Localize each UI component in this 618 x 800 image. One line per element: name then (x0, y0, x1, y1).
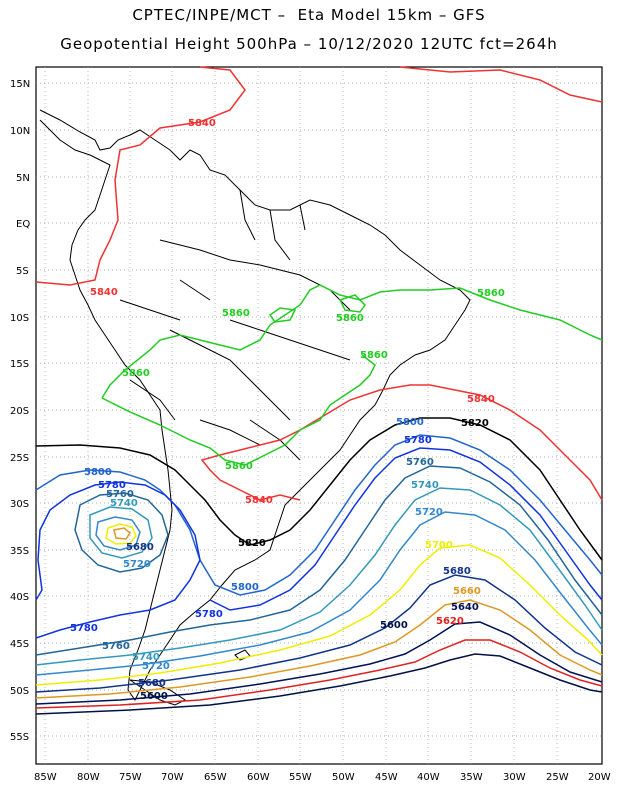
lat-label: 25S (10, 453, 29, 464)
contour-label: 5820 (238, 538, 266, 549)
contour-label: 5660 (453, 586, 481, 597)
contour-label: 5680 (443, 566, 471, 577)
contour-label: 5860 (360, 350, 388, 361)
lat-label: EQ (16, 219, 30, 230)
contour-label: 5720 (415, 507, 443, 518)
lat-label: 50S (10, 686, 29, 697)
contour-label: 5780 (70, 623, 98, 634)
lon-label: 55W (289, 772, 312, 783)
contour-label: 5840 (90, 287, 118, 298)
contour-label: 5760 (102, 641, 130, 652)
longitude-labels: 85W 80W 75W 70W 65W 60W 55W 50W 45W 40W … (34, 772, 611, 783)
contour-label: 5840 (245, 495, 273, 506)
lon-label: 20W (588, 772, 611, 783)
contour-label: 5780 (404, 435, 432, 446)
contours (35, 66, 603, 715)
contour-label: 5860 (122, 368, 150, 379)
contour-label: 5800 (396, 417, 424, 428)
lat-label: 40S (10, 592, 29, 603)
lon-label: 80W (77, 772, 100, 783)
contour-label: 5860 (336, 313, 364, 324)
contour-label: 5720 (142, 661, 170, 672)
lon-label: 65W (204, 772, 227, 783)
lon-label: 75W (119, 772, 142, 783)
lat-label: 55S (10, 732, 29, 743)
contour-label: 5760 (106, 489, 134, 500)
lat-label: 15N (10, 79, 30, 90)
contour-label: 5860 (222, 308, 250, 319)
contour-label: 5720 (123, 559, 151, 570)
contour-label: 5840 (467, 394, 495, 405)
lon-label: 40W (417, 772, 440, 783)
latitude-labels: 15N 10N 5N EQ 5S 10S 15S 20S 25S 30S 35S… (10, 79, 30, 743)
lat-label: 45S (10, 639, 29, 650)
contour-label: 5620 (436, 616, 464, 627)
contour-label: 5680 (126, 542, 154, 553)
lon-label: 85W (34, 772, 57, 783)
contour-label: 5600 (380, 620, 408, 631)
lon-label: 35W (460, 772, 483, 783)
map-title-line-2: Geopotential Height 500hPa – 10/12/2020 … (60, 35, 558, 53)
map-title-line-1: CPTEC/INPE/MCT – Eta Model 15km – GFS (132, 6, 486, 24)
contour-label: 5680 (138, 678, 166, 689)
contour-label: 5700 (425, 540, 453, 551)
lon-label: 25W (546, 772, 569, 783)
contour-label: 5600 (140, 691, 168, 702)
contour-label: 5840 (188, 118, 216, 129)
contour-label: 5860 (225, 461, 253, 472)
lat-label: 5S (16, 266, 29, 277)
graticule (36, 67, 602, 764)
contour-label: 5780 (98, 480, 126, 491)
lon-label: 70W (161, 772, 184, 783)
contour-label: 5820 (461, 418, 489, 429)
lat-label: 30S (10, 499, 29, 510)
contour-label: 5780 (195, 609, 223, 620)
lon-label: 30W (503, 772, 526, 783)
lon-label: 60W (247, 772, 270, 783)
contour-label: 5760 (406, 457, 434, 468)
lat-label: 5N (16, 173, 30, 184)
lat-label: 35S (10, 546, 29, 557)
lon-label: 50W (332, 772, 355, 783)
contour-label: 5800 (231, 582, 259, 593)
lon-label: 45W (375, 772, 398, 783)
contour-label: 5740 (132, 652, 160, 663)
lat-label: 10N (10, 126, 30, 137)
contour-label: 5740 (411, 480, 439, 491)
lat-label: 20S (10, 406, 29, 417)
contour-label: 5740 (110, 498, 138, 509)
contour-label: 5860 (477, 288, 505, 299)
lat-label: 15S (10, 359, 29, 370)
contour-labels: 5840 5840 5840 5840 5860 5860 5860 5860 … (70, 118, 505, 702)
lat-label: 10S (10, 313, 29, 324)
contour-label: 5800 (84, 467, 112, 478)
contour-label: 5640 (451, 602, 479, 613)
